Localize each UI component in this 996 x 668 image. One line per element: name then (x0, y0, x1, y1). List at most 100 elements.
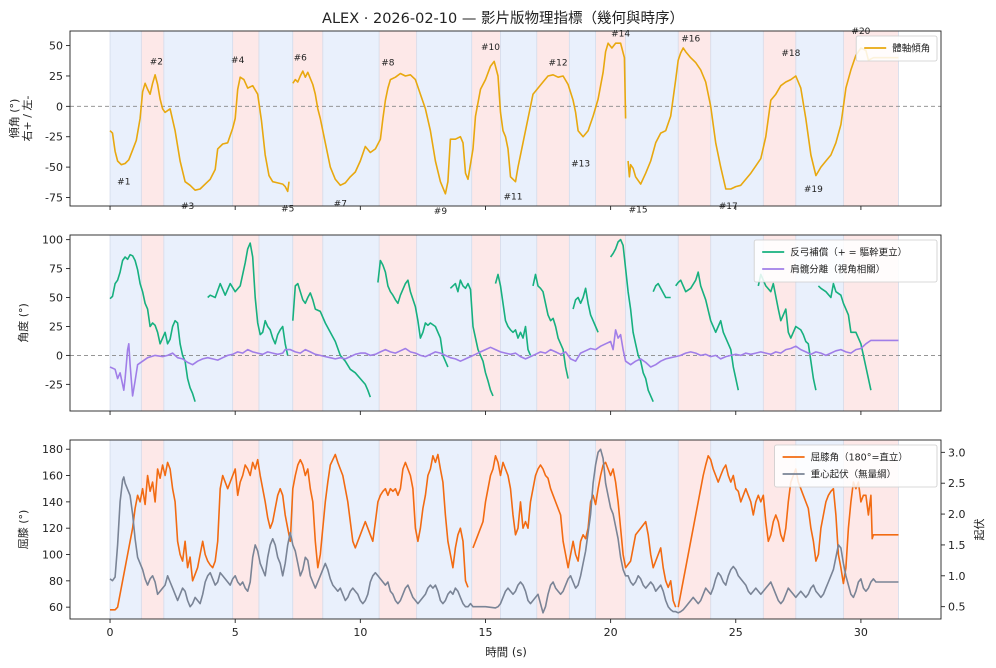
y-tick-label: -75 (45, 191, 63, 204)
phase-band (625, 235, 679, 411)
phase-band (416, 31, 472, 206)
phase-band (141, 31, 164, 206)
y-tick-label: 50 (49, 40, 63, 53)
event-label: #20 (851, 27, 870, 37)
event-label: #12 (549, 59, 568, 69)
x-tick-label: 20 (604, 626, 618, 639)
event-label: #9 (434, 207, 448, 217)
series-line-compensation (675, 271, 740, 391)
y2-axis-label: 起伏 (972, 519, 986, 541)
y-tick-label: 25 (49, 70, 63, 83)
series-line-lean (109, 74, 290, 193)
y2-tick-label: 2.0 (948, 508, 966, 521)
event-label: #4 (231, 56, 245, 66)
series-line-compensation (449, 279, 494, 397)
y-tick-label: 80 (49, 575, 63, 588)
y-tick-label: 100 (42, 234, 63, 247)
event-label: #10 (481, 43, 500, 53)
x-tick-label: 0 (107, 626, 114, 639)
legend-label: 重心起伏（無量綱） (811, 469, 897, 481)
legend-label: 肩髖分離（視角相關） (790, 264, 885, 276)
event-label: #7 (334, 200, 347, 210)
series-line-compensation (207, 242, 289, 356)
phase-band (322, 235, 380, 411)
series-line-compensation (817, 282, 872, 391)
y-axis-label: 屈膝 (°) (17, 510, 30, 550)
phase-band (625, 440, 679, 619)
y-tick-label: 100 (42, 549, 63, 562)
event-label: #18 (781, 49, 800, 59)
series-line-knee (472, 455, 677, 608)
y-tick-label: 60 (49, 601, 63, 614)
legend-label: 反弓補償（+ = 驅幹更立） (790, 247, 907, 259)
series-line-compensation (377, 259, 449, 368)
phase-band (595, 235, 626, 411)
axes-frame (69, 439, 942, 620)
y-tick-label: -25 (45, 378, 63, 391)
figure-title: ALEX · 2026-02-10 — 影片版物理指標（幾何與時序） (322, 10, 684, 27)
phase-band (292, 31, 323, 206)
phase-band (110, 31, 142, 206)
y-tick-label: 120 (42, 522, 63, 535)
series-line-compensation (494, 273, 532, 356)
phase-band (163, 440, 233, 619)
y-tick-label: 50 (49, 292, 63, 305)
axes-frame (69, 30, 942, 207)
event-label: #19 (804, 185, 823, 195)
legend-label: 體軸傾角 (892, 43, 930, 55)
y-tick-label: 75 (49, 263, 63, 276)
axes-frame (69, 234, 942, 412)
phase-band (569, 31, 596, 206)
series-line-com (109, 448, 899, 614)
phase-band (795, 31, 844, 206)
y2-tick-label: 0.5 (948, 601, 966, 614)
y-tick-label: 180 (42, 443, 63, 456)
series-line-compensation (532, 273, 569, 379)
series-line-compensation (609, 238, 654, 403)
phase-band (258, 31, 293, 206)
series-line-compensation (109, 253, 196, 402)
y-tick-label: 0 (56, 100, 63, 113)
event-label: #8 (381, 59, 395, 69)
x-tick-label: 25 (729, 626, 743, 639)
series-line-compensation (652, 282, 671, 299)
event-label: #11 (504, 192, 523, 202)
legend-box (753, 239, 938, 283)
phase-band (595, 31, 626, 206)
x-tick-label: 30 (854, 626, 868, 639)
phase-band (471, 440, 501, 619)
phase-band (110, 235, 142, 411)
legend-box (855, 35, 938, 62)
y-tick-label: 140 (42, 496, 63, 509)
phase-band (258, 440, 293, 619)
event-label: #1 (117, 178, 130, 188)
y-axis-sublabel: 右+ / 左- (20, 96, 34, 142)
event-label: #14 (611, 29, 630, 39)
x-axis-label: 時間 (s) (485, 645, 527, 659)
phase-band (322, 31, 380, 206)
panel-angles: -25 0 25 50 75 100 角度 (°) 反弓補償（+ = 驅幹更立） 肩髖分離（視角… (16, 234, 942, 415)
panel-lean: #1 #2 #3 #4 #5 #6 #7 #8 #9 #10 #11 #12 #13 #14 #15 #16 #… (7, 27, 942, 217)
legend-label: 屈膝角（180°=直立） (811, 452, 908, 464)
phase-band (110, 440, 142, 619)
phase-band (569, 440, 596, 619)
x-tick-label: 10 (353, 626, 367, 639)
event-label: #2 (150, 57, 163, 67)
phase-band (710, 440, 764, 619)
phase-band (416, 440, 472, 619)
series-line-compensation (292, 282, 372, 398)
phase-band (163, 31, 233, 206)
panel-knee: 60 80 100 120 140 160 180 0.5 1.0 1.5 2.0 2.5 3.0 0 5 1… (17, 439, 986, 639)
phase-band (292, 235, 323, 411)
phase-band (710, 31, 764, 206)
event-label: #15 (629, 206, 648, 216)
y-tick-label: 0 (56, 349, 63, 362)
phase-band (471, 31, 501, 206)
x-tick-label: 15 (478, 626, 492, 639)
phase-band (536, 31, 570, 206)
event-label: #3 (181, 202, 194, 212)
y2-tick-label: 1.5 (948, 539, 966, 552)
phase-band (678, 235, 711, 411)
series-line-compensation (572, 287, 599, 333)
event-label: #17 (719, 202, 738, 212)
